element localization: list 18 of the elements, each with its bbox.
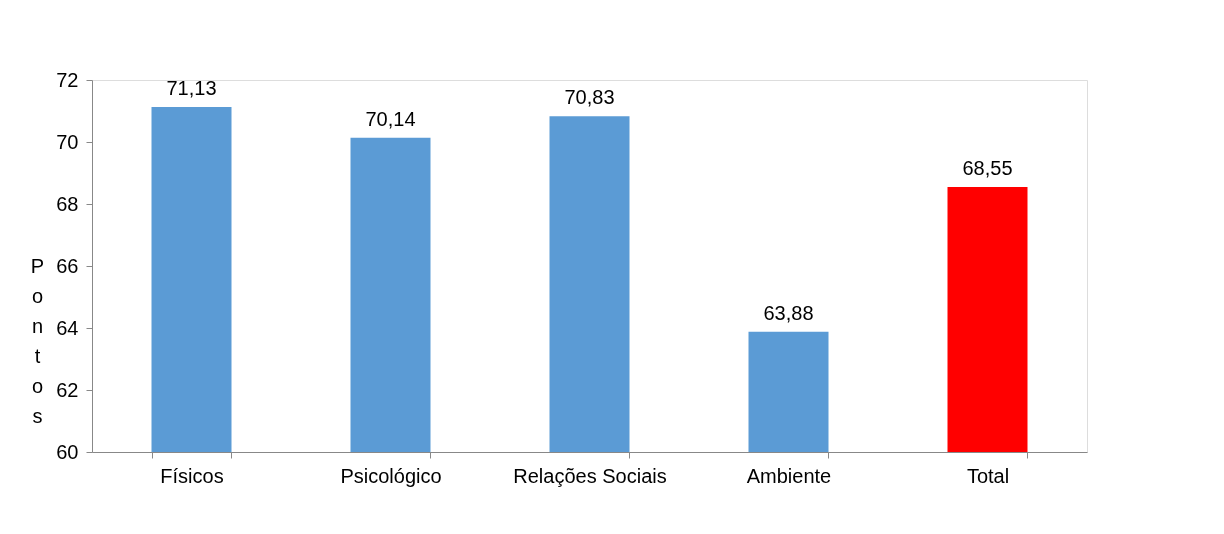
data-label: 63,88 [763,301,814,324]
y-axis-title: Pontos [30,254,45,427]
data-label: 70,83 [564,86,615,109]
y-tick-label: 62 [56,378,79,401]
y-tick-label: 70 [56,130,79,153]
x-tick-label: Psicológico [340,464,442,487]
y-tick-label: 72 [56,68,79,91]
data-label: 68,55 [962,156,1013,179]
y-tick-label: 66 [56,254,79,277]
x-tick-label: Ambiente [746,464,832,487]
y-tick-label: 68 [56,192,79,215]
x-tick-label: Relações Sociais [513,464,667,487]
x-tick-label: Físicos [160,464,224,487]
data-label: 71,13 [166,76,217,99]
data-label: 70,14 [365,107,416,130]
y-tick-label: 60 [56,440,79,463]
y-tick-label: 64 [56,316,79,339]
x-tick-label: Total [966,464,1010,487]
